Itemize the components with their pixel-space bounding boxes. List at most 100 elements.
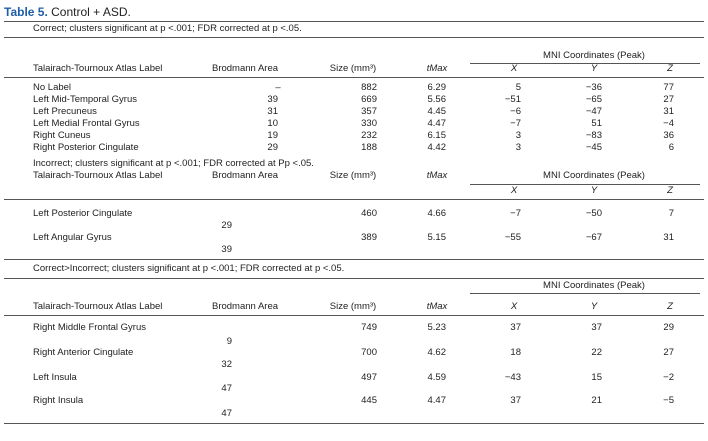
- column-header: Brodmann Area: [211, 170, 279, 181]
- table-cell: −45: [585, 142, 602, 153]
- section-caption: Correct; clusters significant at p <.001…: [33, 23, 302, 34]
- row-label: Left Insula: [33, 372, 77, 383]
- table-cell: 460: [361, 208, 377, 219]
- rule: [470, 63, 700, 64]
- column-header: MNI Coordinates (Peak): [543, 50, 645, 61]
- table-cell: 4.66: [427, 208, 447, 219]
- column-header: Size (mm³): [329, 170, 377, 181]
- rule: [470, 293, 700, 294]
- row-label: Left Medial Frontal Gyrus: [33, 118, 140, 129]
- table-cell: 27: [663, 94, 674, 105]
- table-cell: 36: [663, 130, 674, 141]
- column-header: Z: [667, 301, 673, 312]
- table-cell: 22: [591, 347, 602, 358]
- table-cell: −4: [663, 118, 674, 129]
- table-cell: −55: [504, 232, 521, 243]
- column-header: Talairach-Tournoux Atlas Label: [33, 301, 163, 312]
- table-cell: −47: [585, 106, 602, 117]
- table-cell: 232: [361, 130, 377, 141]
- table-cell: –: [275, 82, 281, 93]
- table-cell: 6: [668, 142, 674, 153]
- table-cell: 5: [515, 82, 521, 93]
- table-cell: 4.59: [427, 372, 447, 383]
- row-label: Left Posterior Cingulate: [33, 208, 133, 219]
- column-header: Size (mm³): [329, 301, 377, 312]
- column-header: X: [510, 301, 518, 312]
- table-cell: −83: [585, 130, 602, 141]
- table-cell: 749: [361, 322, 377, 333]
- table-cell: 31: [663, 232, 674, 243]
- table-cell: 357: [361, 106, 377, 117]
- table-cell: 29: [221, 220, 232, 231]
- table-cell: 3: [515, 130, 521, 141]
- rule: [4, 278, 704, 279]
- row-label: Right Insula: [33, 395, 84, 406]
- table-cell: −65: [585, 94, 602, 105]
- table-cell: 31: [267, 106, 278, 117]
- table-cell: −7: [510, 208, 521, 219]
- table-cell: 31: [663, 106, 674, 117]
- table-cell: 19: [267, 130, 278, 141]
- table-cell: 4.45: [427, 106, 447, 117]
- rule: [470, 184, 700, 185]
- row-label: Right Anterior Cingulate: [33, 347, 134, 358]
- table-cell: 15: [591, 372, 602, 383]
- rule: [4, 315, 704, 316]
- column-header: Y: [590, 301, 598, 312]
- table-cell: 9: [226, 336, 232, 347]
- table-cell: 4.62: [427, 347, 447, 358]
- row-label: No Label: [33, 82, 72, 93]
- section-caption: Incorrect; clusters significant at p <.0…: [33, 158, 314, 169]
- column-header: Size (mm³): [329, 63, 377, 74]
- row-label: Left Angular Gyrus: [33, 232, 112, 243]
- table-cell: 21: [591, 395, 602, 406]
- table-cell: 669: [361, 94, 377, 105]
- table-cell: 389: [361, 232, 377, 243]
- table-cell: −43: [504, 372, 521, 383]
- table-cell: 77: [663, 82, 674, 93]
- table-cell: 39: [267, 94, 278, 105]
- table-cell: 497: [361, 372, 377, 383]
- table-cell: 4.47: [427, 395, 447, 406]
- column-header: X: [510, 185, 518, 196]
- table-cell: −5: [663, 395, 674, 406]
- table-cell: 27: [663, 347, 674, 358]
- table-cell: 3: [515, 142, 521, 153]
- column-header: Brodmann Area: [211, 301, 279, 312]
- table-cell: 39: [221, 244, 232, 255]
- section-caption: Correct>Incorrect; clusters significant …: [33, 263, 345, 274]
- table-cell: 5.23: [427, 322, 447, 333]
- table-cell: −67: [585, 232, 602, 243]
- row-label: Right Middle Frontal Gyrus: [33, 322, 146, 333]
- table-cell: 882: [361, 82, 377, 93]
- column-header: Z: [667, 63, 673, 74]
- row-label: Left Precuneus: [33, 106, 97, 117]
- table-cell: 700: [361, 347, 377, 358]
- table-cell: 37: [591, 322, 602, 333]
- table-cell: −2: [663, 372, 674, 383]
- column-header: tMax: [426, 63, 448, 74]
- rule: [4, 37, 704, 38]
- table-caption: Control + ASD.: [51, 5, 131, 19]
- table-cell: 7: [668, 208, 674, 219]
- table-cell: −36: [585, 82, 602, 93]
- table-cell: 5.56: [427, 94, 447, 105]
- rule: [4, 77, 704, 78]
- column-header: MNI Coordinates (Peak): [543, 170, 645, 181]
- table-cell: 188: [361, 142, 377, 153]
- table-cell: 18: [510, 347, 521, 358]
- table-cell: 10: [267, 118, 278, 129]
- table-cell: −51: [504, 94, 521, 105]
- table-number: Table 5.: [4, 5, 48, 19]
- column-header: Talairach-Tournoux Atlas Label: [33, 170, 163, 181]
- table-cell: −50: [585, 208, 602, 219]
- column-header: X: [510, 63, 518, 74]
- table-cell: 37: [510, 322, 521, 333]
- column-header: MNI Coordinates (Peak): [543, 280, 645, 291]
- table-cell: −6: [510, 106, 521, 117]
- table-cell: 6.29: [427, 82, 447, 93]
- column-header: Z: [667, 185, 673, 196]
- row-label: Right Cuneus: [33, 130, 91, 141]
- table-cell: 51: [591, 118, 602, 129]
- row-label: Left Mid-Temporal Gyrus: [33, 94, 138, 105]
